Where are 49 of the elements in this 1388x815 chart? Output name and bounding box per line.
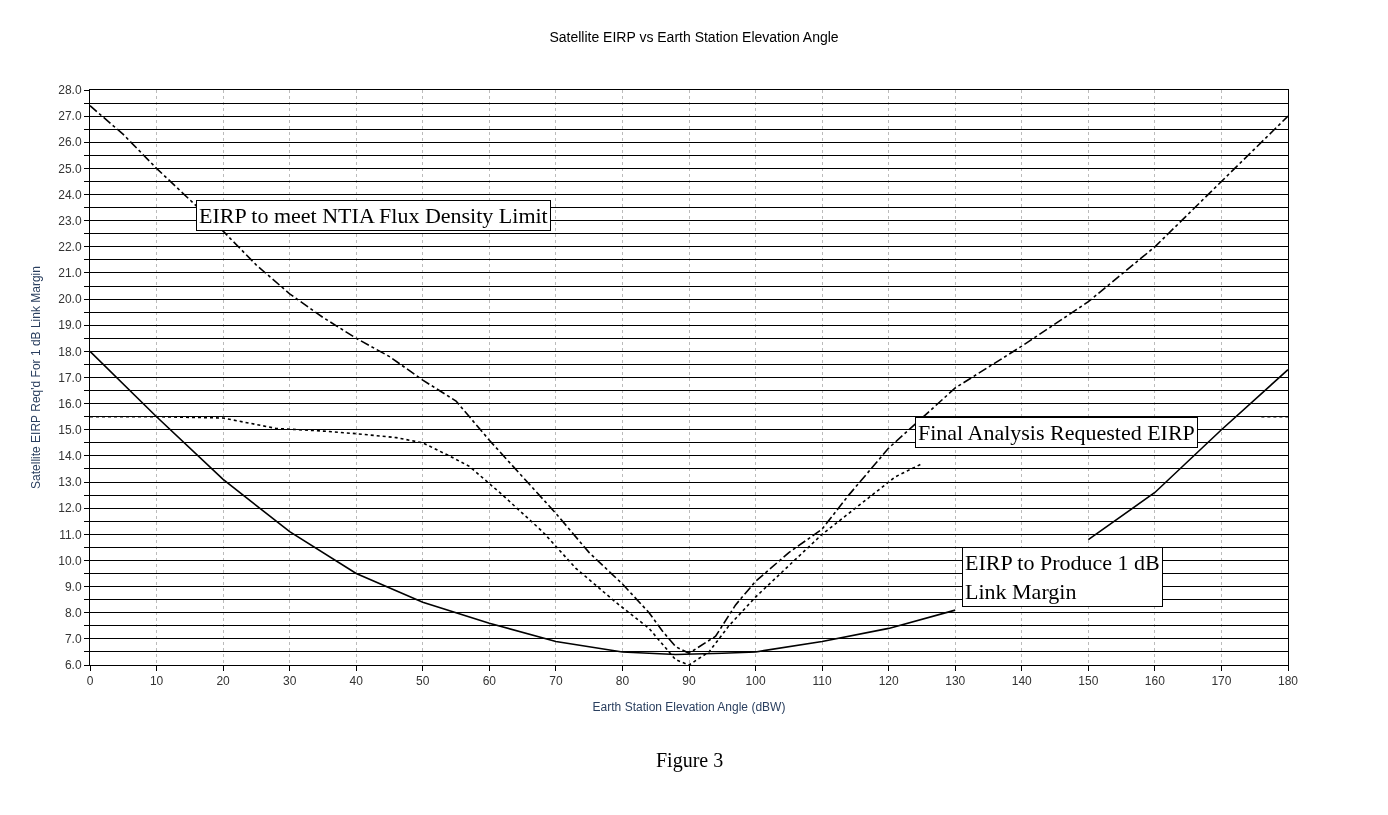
x-tick-label: 40 xyxy=(349,674,364,689)
chart-title: Satellite EIRP vs Earth Station Elevation Angle xyxy=(549,29,839,46)
x-tick-label: 70 xyxy=(549,674,563,689)
y-tick-label: 16.0 xyxy=(58,396,82,411)
x-tick-label: 90 xyxy=(682,674,696,689)
y-tick-label: 22.0 xyxy=(58,240,82,255)
y-tick-label: 23.0 xyxy=(58,213,82,228)
y-tick-label: 9.0 xyxy=(64,579,82,594)
caption: Figure 3 xyxy=(656,749,724,772)
series-label: EIRP to Produce 1 dB Link Margin xyxy=(965,550,1160,604)
y-tick-label: 26.0 xyxy=(58,135,82,150)
y-tick-label: 6.0 xyxy=(64,658,82,673)
x-tick-label: 30 xyxy=(282,674,297,689)
x-tick-label: 110 xyxy=(812,674,832,689)
x-tick-label: 140 xyxy=(1011,674,1033,689)
y-tick-label: 28.0 xyxy=(58,83,82,98)
y-tick-label: 17.0 xyxy=(58,370,82,385)
series-label: EIRP to meet NTIA Flux Density Limit xyxy=(199,203,548,228)
x-tick-label: 0 xyxy=(86,674,94,689)
y-tick-label: 21.0 xyxy=(58,266,82,281)
y-tick-label: 11.0 xyxy=(59,527,82,542)
y-tick-label: 14.0 xyxy=(58,449,82,464)
x-tick-label: 80 xyxy=(615,674,630,689)
x-tick-label: 100 xyxy=(745,674,766,689)
x-tick-label: 170 xyxy=(1211,674,1232,689)
y-tick-label: 24.0 xyxy=(58,187,82,202)
y-tick-label: 13.0 xyxy=(58,475,82,490)
y-tick-label: 20.0 xyxy=(58,292,82,307)
x-tick-label: 50 xyxy=(416,674,430,689)
y-tick-label: 19.0 xyxy=(58,318,82,333)
y-tick-label: 25.0 xyxy=(58,161,82,176)
x-tick-label: 180 xyxy=(1277,674,1299,689)
y-tick-label: 10.0 xyxy=(58,553,82,568)
y-tick-label: 18.0 xyxy=(58,344,82,359)
y-axis-title: Satellite EIRP Req'd For 1 dB Link Margin xyxy=(28,266,43,489)
y-tick-label: 7.0 xyxy=(64,632,82,647)
x-tick-label: 60 xyxy=(482,674,497,689)
x-tick-label: 130 xyxy=(945,674,966,689)
x-tick-label: 20 xyxy=(216,674,231,689)
x-tick-label: 120 xyxy=(878,674,899,689)
y-tick-label: 8.0 xyxy=(64,605,82,620)
x-axis-title: Earth Station Elevation Angle (dBW) xyxy=(592,700,786,715)
x-tick-label: 150 xyxy=(1078,674,1099,689)
y-tick-label: 15.0 xyxy=(58,422,82,437)
series-label: Final Analysis Requested EIRP xyxy=(918,420,1195,445)
x-tick-label: 160 xyxy=(1144,674,1166,689)
y-tick-label: 27.0 xyxy=(58,109,82,124)
x-tick-label: 10 xyxy=(149,674,164,689)
y-tick-label: 12.0 xyxy=(58,501,82,516)
